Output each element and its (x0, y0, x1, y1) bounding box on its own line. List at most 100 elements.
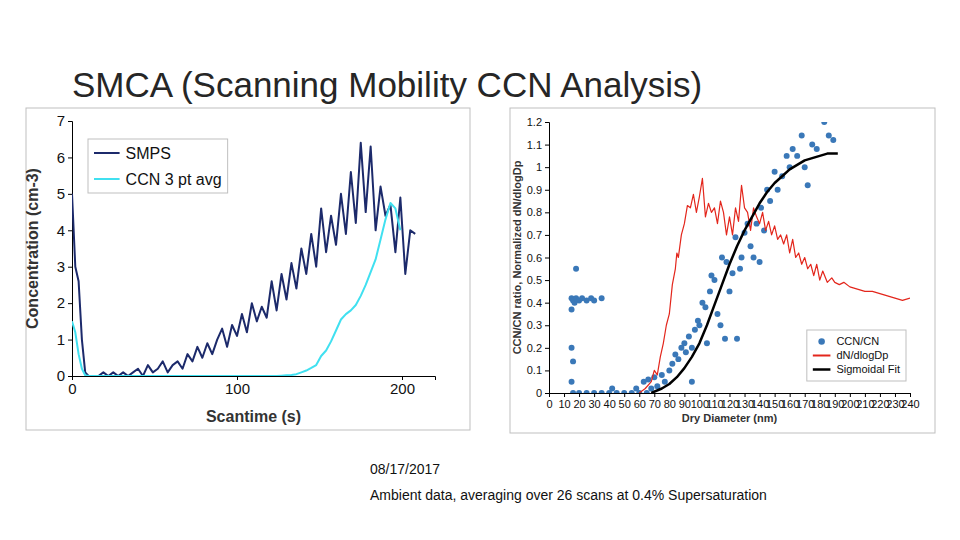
scatter-point (689, 379, 695, 385)
tick-label: 4 (57, 222, 65, 239)
scatter-point (799, 133, 805, 139)
tick-mark (684, 393, 685, 397)
y-axis-title: Concentration (cm-3) (24, 168, 41, 329)
tick-mark (545, 258, 549, 259)
slide-note: Ambient data, averaging over 26 scans at… (370, 487, 767, 503)
scatter-point (621, 390, 627, 393)
legend-key (813, 355, 831, 357)
tick-label: 1.2 (527, 116, 542, 128)
tick: 0.4 (527, 297, 549, 309)
axis-line (545, 123, 550, 394)
tick-label: 3 (57, 258, 65, 275)
tick-mark (545, 370, 549, 371)
tick-mark (594, 393, 595, 397)
tick-label: 0.7 (527, 229, 542, 241)
tick-mark (68, 267, 72, 268)
scatter-point (711, 277, 717, 283)
scatter-point (794, 153, 800, 159)
tick-label: 1.1 (527, 139, 542, 151)
tick-label: 60 (634, 398, 646, 410)
tick: 1.1 (527, 139, 549, 151)
slide: SMCA (Scanning Mobility CCN Analysis)08/… (0, 0, 960, 540)
scatter-point (830, 137, 836, 143)
scatter-point (573, 266, 579, 272)
tick-mark (68, 230, 72, 231)
scatter-point (717, 322, 723, 328)
tick-mark (545, 280, 549, 281)
scatter-point (737, 266, 743, 272)
scatter-point (689, 345, 695, 351)
scatter-point (644, 390, 650, 393)
tick: 0 (546, 393, 552, 410)
tick-mark (545, 348, 549, 349)
tick-label: 0.1 (527, 364, 542, 376)
tick-mark (564, 393, 565, 397)
tick-mark (699, 393, 700, 397)
legend: CCN/CNdN/dlogDpSigmoidal Fit (807, 330, 906, 381)
scatter-point (805, 182, 811, 188)
chart: 010020001234567Scantime (s)Concentration… (24, 108, 470, 430)
legend-label: CCN 3 pt avg (126, 171, 222, 188)
tick: 4 (57, 222, 72, 239)
tick-label: 0.2 (527, 342, 542, 354)
tick-label: 240 (901, 398, 919, 410)
tick-mark (760, 393, 761, 397)
tick-label: 0.8 (527, 206, 542, 218)
y-axis: 00.10.20.30.40.50.60.70.80.911.11.2 (527, 116, 550, 399)
tick-mark (545, 393, 549, 394)
legend-label: SMPS (126, 145, 171, 162)
tick: 5 (57, 185, 72, 202)
tick-mark (865, 393, 866, 397)
scatter-point (802, 164, 808, 170)
axis-line (73, 377, 436, 381)
scatter-point (662, 379, 668, 385)
tick: 0.6 (527, 252, 549, 264)
tick-mark (545, 122, 549, 123)
tick-mark (820, 393, 821, 397)
tick-label: 0.9 (527, 184, 542, 196)
legend-box (807, 330, 906, 381)
scatter-point (739, 255, 745, 261)
tick-label: 0.4 (527, 297, 542, 309)
tick-mark (775, 393, 776, 397)
tick-mark (545, 167, 549, 168)
legend-key (94, 152, 120, 154)
tick-mark (545, 303, 549, 304)
tick-label: 0 (536, 387, 542, 399)
tick-label: 100 (225, 380, 250, 397)
tick: 0 (57, 367, 72, 384)
axis-line (68, 122, 73, 377)
tick-mark (835, 393, 836, 397)
tick: 1 (57, 331, 72, 348)
scatter-point (659, 372, 665, 378)
tick-mark (579, 393, 580, 397)
tick-label: 0.5 (527, 274, 542, 286)
legend-key (94, 178, 120, 180)
scatter-point (702, 304, 708, 310)
scatter-point (648, 385, 654, 391)
scatter-point (599, 295, 605, 301)
scatter-point (576, 390, 582, 393)
chart-frame (510, 108, 935, 433)
tick: 1.2 (527, 116, 549, 128)
tick-mark (68, 194, 72, 195)
series-line (639, 178, 910, 393)
tick: 0.2 (527, 342, 549, 354)
tick: 0.9 (527, 184, 549, 196)
scatter-point (569, 306, 575, 312)
x-axis: 0100200 (68, 376, 435, 397)
legend-key (818, 338, 825, 345)
scatter-point (696, 322, 702, 328)
legend: SMPS CCN 3 pt avg (88, 139, 228, 193)
scatter-point (814, 146, 820, 152)
plot-area (569, 122, 910, 393)
scatter-point (727, 288, 733, 294)
scatter-point (591, 390, 597, 393)
scatter-point (570, 390, 576, 393)
y-axis: 01234567 (57, 112, 73, 384)
tick-label: 10 (558, 398, 570, 410)
legend-label: CCN/CN (836, 335, 879, 347)
scatter-point (775, 187, 781, 193)
scatter-point (734, 336, 740, 342)
tick-mark (910, 393, 911, 397)
